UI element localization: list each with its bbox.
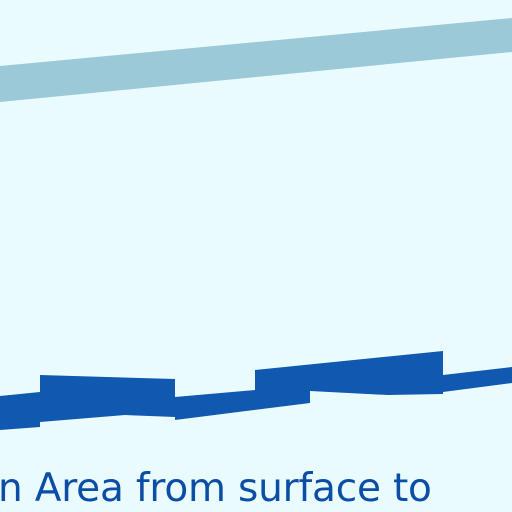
figure-caption: n Area from surface to bbox=[0, 466, 432, 511]
upper-band bbox=[0, 18, 512, 102]
lower-band bbox=[0, 351, 512, 430]
